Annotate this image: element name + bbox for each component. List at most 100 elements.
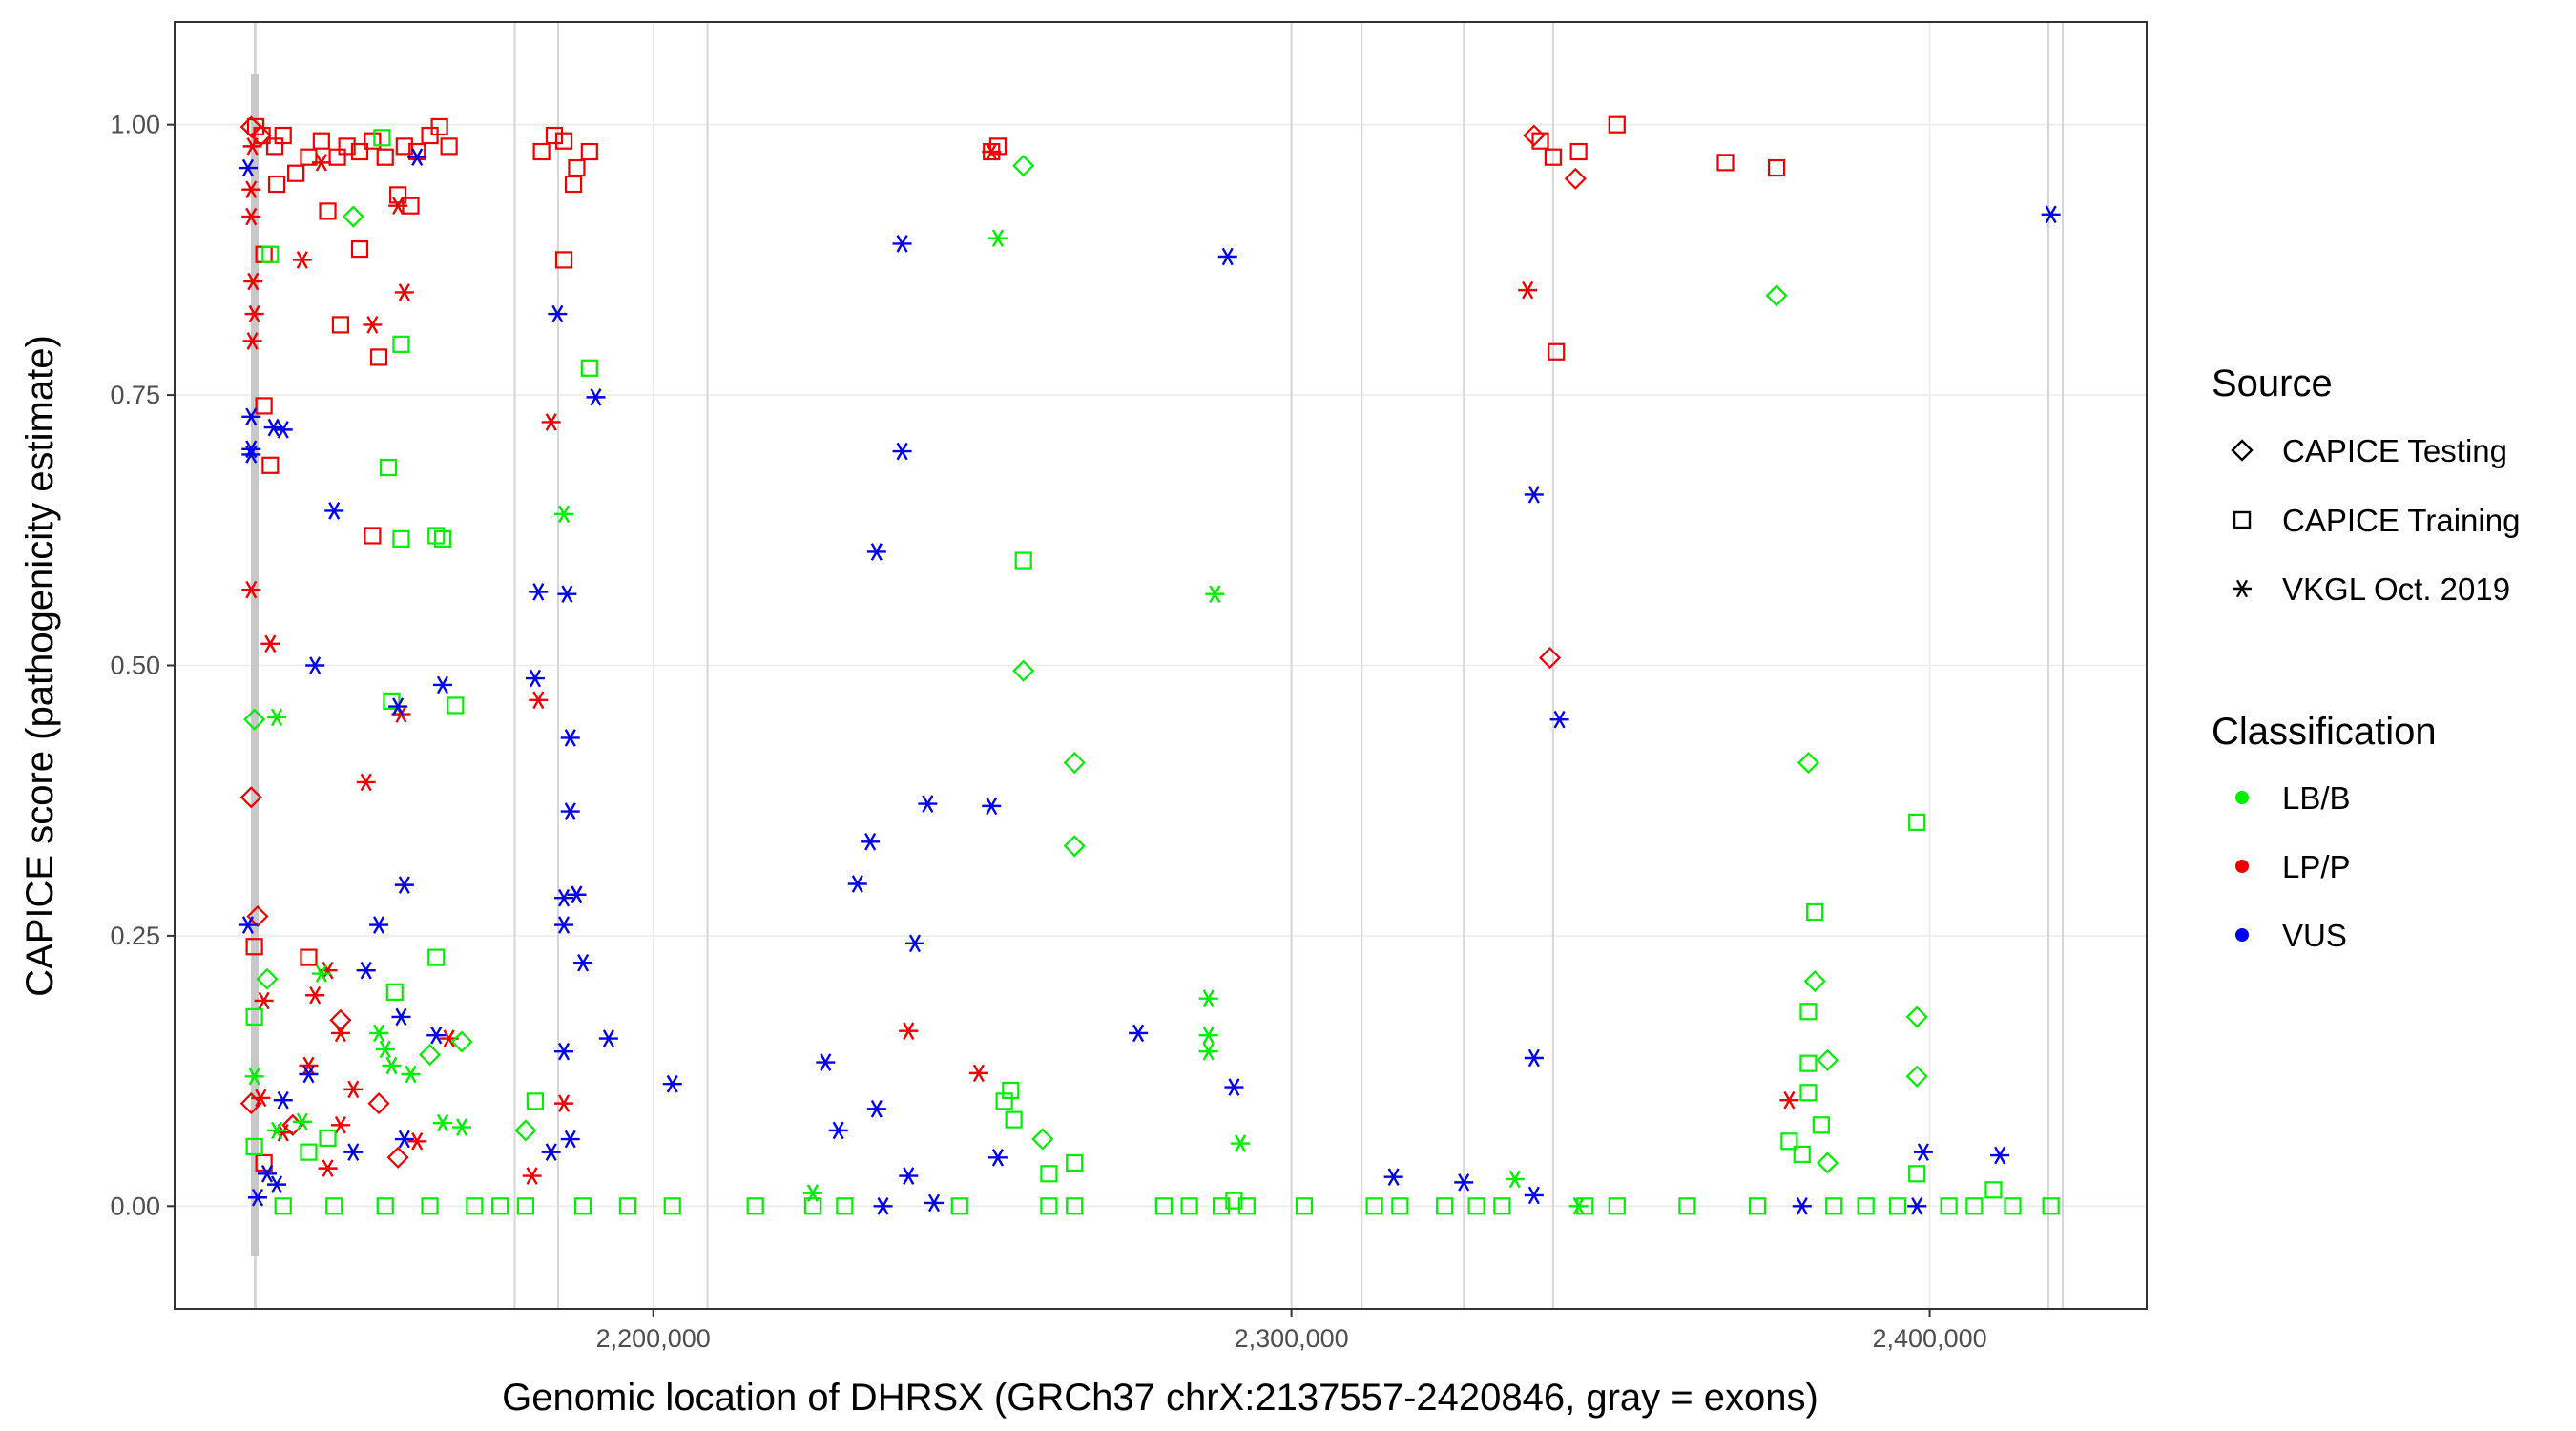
training-point (1767, 158, 1786, 177)
vkgl-point (382, 1056, 402, 1075)
training-point (245, 938, 263, 956)
vkgl-point (1198, 989, 1218, 1007)
training-point (746, 1197, 764, 1215)
training-point (430, 117, 448, 136)
vkgl-point (1383, 1168, 1403, 1186)
vkgl-point (263, 418, 283, 437)
vkgl-point (391, 1007, 411, 1027)
x-axis-title: Genomic location of DHRSX (GRCh37 chrX:2… (502, 1377, 1818, 1419)
training-point (1908, 813, 1926, 831)
vkgl-point (244, 304, 264, 323)
testing-point (1564, 167, 1587, 190)
vkgl-point (1568, 1197, 1589, 1215)
training-point (392, 529, 410, 548)
training-point (618, 1197, 637, 1215)
x-tick-label: 2,400,000 (1873, 1324, 1987, 1353)
vkgl-point (241, 207, 261, 226)
training-point (1965, 1197, 1984, 1215)
legend-label-capice-testing: CAPICE Testing (2282, 433, 2507, 468)
training-point (2004, 1197, 2022, 1215)
vkgl-point (525, 669, 545, 688)
vkgl-point (1779, 1090, 1799, 1110)
legend-label-lpp: LP/P (2282, 849, 2351, 884)
legend: Source CAPICE Testing CAPICE Training VK… (2212, 363, 2520, 953)
vkgl-point (522, 1167, 542, 1185)
vkgl-point (982, 797, 1002, 816)
vkgl-point (1217, 247, 1237, 266)
y-tick-label: 0.50 (110, 652, 160, 680)
testing-point (256, 967, 279, 990)
training-point (383, 692, 401, 711)
training-point (350, 142, 369, 161)
vkgl-point (899, 1022, 919, 1040)
training-point (255, 397, 273, 415)
vkgl-point (292, 1112, 312, 1131)
training-point (1467, 1197, 1485, 1215)
vkgl-point (987, 229, 1008, 248)
training-point (466, 1197, 484, 1215)
training-point (300, 1143, 318, 1161)
training-point (1793, 1145, 1811, 1163)
vkgl-point (567, 885, 587, 904)
training-point (376, 148, 394, 166)
testing-point (1797, 751, 1820, 775)
training-point (554, 251, 573, 269)
vkgl-point (273, 421, 293, 439)
training-point (564, 175, 583, 194)
training-point (491, 1197, 509, 1215)
training-point (2042, 1197, 2060, 1215)
testing-point (1816, 1151, 1839, 1174)
training-point (950, 1197, 968, 1215)
vkgl-point (356, 961, 376, 980)
testing-point (1063, 835, 1086, 858)
vkgl-point (452, 1118, 472, 1136)
vkgl-point (982, 142, 1002, 161)
training-point (1040, 1165, 1058, 1183)
vkgl-point (254, 991, 274, 1010)
vkgl-point (432, 675, 452, 695)
vkgl-point (238, 158, 258, 177)
training-point (1005, 1110, 1023, 1129)
training-point (1014, 551, 1032, 570)
testing-point (1905, 1006, 1928, 1028)
training-point (364, 132, 382, 150)
vkgl-point (904, 934, 924, 953)
training-point (1716, 154, 1735, 172)
training-point (1544, 148, 1562, 166)
training-point (1812, 1116, 1830, 1134)
training-point (312, 132, 330, 150)
training-point (328, 148, 346, 166)
vkgl-point (244, 1067, 264, 1086)
y-tick-label: 0.00 (110, 1192, 160, 1220)
training-point (447, 696, 465, 715)
vkgl-point (554, 1094, 574, 1112)
vkgl-point (529, 691, 549, 710)
vkgl-point (866, 1099, 886, 1118)
vkgl-point (343, 1143, 364, 1161)
testing-point (1803, 969, 1826, 993)
vkgl-point (847, 875, 867, 893)
y-tick-label: 1.00 (110, 111, 160, 139)
training-point (663, 1197, 681, 1215)
vkgl-point (1454, 1173, 1474, 1192)
vkgl-point (873, 1197, 893, 1215)
vkgl-point (1198, 1026, 1218, 1045)
training-point (1295, 1197, 1314, 1215)
training-point (1436, 1197, 1454, 1215)
vkgl-point (1518, 280, 1538, 300)
legend-asterisk-icon (2233, 579, 2252, 598)
vkgl-point (432, 1113, 452, 1132)
vkgl-point (529, 583, 549, 601)
training-point (325, 1197, 343, 1215)
training-point (274, 1197, 292, 1215)
axis-ticks: 0.00 0.25 0.50 0.75 1.00 2,200,000 2,300,000 2,… (110, 111, 1986, 1353)
vkgl-point (2041, 205, 2061, 224)
testing-point (1012, 155, 1035, 177)
data-points (238, 115, 2061, 1215)
vkgl-point (407, 148, 427, 166)
vkgl-point (1505, 1170, 1525, 1189)
vkgl-point (242, 137, 262, 156)
vkgl-point (394, 283, 414, 301)
